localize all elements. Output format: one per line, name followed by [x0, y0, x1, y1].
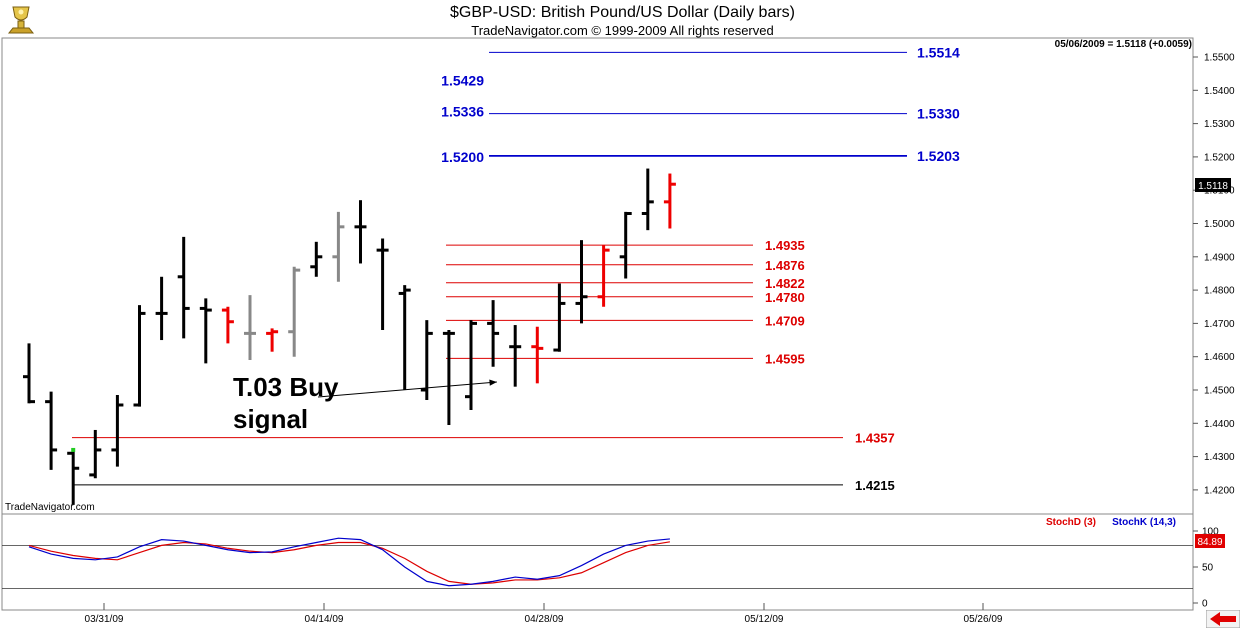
legend-stoch-d: StochD (3): [1046, 517, 1096, 528]
y-tick-label: 1.5300: [1204, 119, 1235, 130]
ohlc-bar: [133, 305, 146, 407]
y-tick-label: 1.4200: [1204, 485, 1235, 496]
ohlc-bar: [89, 429, 102, 479]
ohlc-bar: [553, 283, 566, 352]
y-tick-label: 1.4600: [1204, 352, 1235, 363]
stoch-plot-frame: [1, 513, 1194, 611]
level-label: 1.4357: [855, 431, 895, 446]
ohlc-bar: [465, 320, 477, 410]
price-plot-frame: [1, 37, 1194, 515]
ohlc-bar: [67, 449, 80, 505]
stoch-series-line: [28, 537, 670, 587]
ohlc-bar: [155, 276, 168, 341]
chart-subtitle: TradeNavigator.com © 1999-2009 All right…: [471, 23, 774, 38]
level-label: 1.4876: [765, 258, 805, 273]
ohlc-bar: [221, 306, 234, 344]
ohlc-bar: [332, 211, 345, 282]
ohlc-bar: [531, 326, 544, 384]
y-tick-label: 1.4400: [1204, 419, 1235, 430]
level-label: 1.5429: [441, 73, 484, 89]
annotation-line-2: signal: [233, 404, 308, 434]
level-label: 1.4822: [765, 276, 805, 291]
signal-marker: [71, 447, 76, 452]
last-price-tag: 1.5118: [1198, 181, 1228, 192]
y-tick-label: 1.4800: [1204, 286, 1235, 297]
ohlc-bar: [398, 285, 411, 390]
level-label: 1.4780: [765, 290, 805, 305]
level-label: 1.4709: [765, 313, 805, 328]
level-label: 1.5330: [917, 106, 960, 122]
level-label: 1.5514: [917, 44, 960, 60]
annotation-arrow-head: [489, 379, 497, 386]
y-tick-label: 1.5000: [1204, 219, 1235, 230]
level-label: 1.4935: [765, 238, 805, 253]
y-tick-label: 1.4900: [1204, 252, 1235, 263]
ohlc-bar: [575, 240, 588, 324]
stoch-value-tag-bg: [1195, 534, 1225, 548]
ohlc-bar: [288, 266, 301, 357]
ohlc-bar: [199, 298, 212, 364]
x-tick-label: 05/12/09: [745, 614, 784, 625]
x-tick-label: 04/28/09: [525, 614, 564, 625]
x-tick-label: 05/26/09: [964, 614, 1003, 625]
y-tick-label: 1.4300: [1204, 452, 1235, 463]
y-tick-label: 1.5400: [1204, 86, 1235, 97]
ohlc-bar: [663, 173, 676, 229]
watermark: TradeNavigator.com: [5, 502, 95, 513]
quote-readout: 05/06/2009 = 1.5118 (+0.0059): [1055, 39, 1192, 50]
ohlc-bar: [420, 320, 433, 400]
ohlc-bar: [487, 300, 500, 367]
ohlc-bar: [376, 238, 389, 331]
ohlc-bar: [354, 200, 367, 264]
legend-stoch-k: StochK (14,3): [1112, 517, 1176, 528]
trophy-logo-icon: [7, 6, 35, 34]
x-tick-label: 04/14/09: [305, 614, 344, 625]
ohlc-bar: [641, 168, 654, 231]
ohlc-bar: [442, 330, 455, 425]
level-label: 1.5203: [917, 148, 960, 164]
chart-title: $GBP-USD: British Pound/US Dollar (Daily…: [450, 4, 795, 21]
ohlc-bar: [45, 391, 58, 470]
stoch-series-line: [28, 541, 670, 585]
ohlc-bar: [244, 295, 256, 361]
ohlc-bar: [23, 343, 35, 404]
ohlc-bar: [266, 328, 279, 352]
y-tick-label: 1.4700: [1204, 319, 1235, 330]
level-label: 1.4215: [855, 478, 895, 493]
annotation-line-1: T.03 Buy: [233, 372, 339, 402]
ohlc-bar: [509, 325, 522, 387]
level-label: 1.5336: [441, 104, 484, 120]
y-tick-label: 1.5500: [1204, 53, 1235, 64]
y-tick-label: 1.4500: [1204, 386, 1235, 397]
annotation-arrow-line: [317, 381, 497, 398]
y-tick-label: 1.5200: [1204, 152, 1235, 163]
ohlc-bar: [619, 211, 632, 279]
ohlc-bar: [310, 241, 323, 277]
stoch-y-tick-label: 100: [1202, 527, 1219, 538]
level-label: 1.4595: [765, 351, 805, 366]
stoch-value-tag: 84.89: [1197, 537, 1222, 548]
stoch-y-tick-label: 0: [1202, 599, 1208, 610]
x-tick-label: 03/31/09: [85, 614, 124, 625]
ohlc-bar: [111, 394, 124, 467]
level-label: 1.5200: [441, 149, 484, 165]
red-left-arrow-icon[interactable]: [1206, 610, 1240, 628]
last-price-tag-bg: [1195, 178, 1231, 192]
ohlc-bar: [177, 236, 190, 339]
ohlc-bar: [597, 245, 610, 307]
stoch-y-tick-label: 50: [1202, 563, 1214, 574]
